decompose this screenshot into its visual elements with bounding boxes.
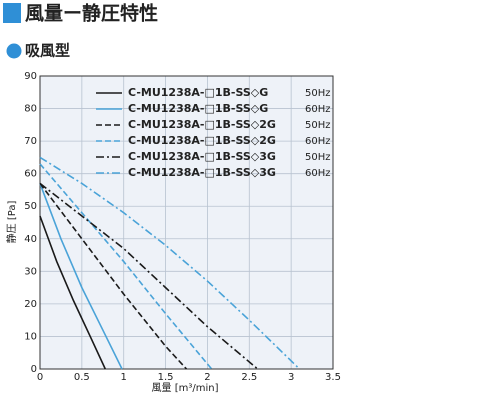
page-title: 風量ー静圧特性 <box>25 2 158 25</box>
y-tick-label: 90 <box>24 71 37 82</box>
legend-hz: 60Hz <box>305 168 331 179</box>
x-tick-label: 2.5 <box>241 372 257 383</box>
x-tick-label: 1 <box>121 372 127 383</box>
plot-area <box>39 75 334 370</box>
y-tick-label: 0 <box>31 364 37 375</box>
legend-label: C-MU1238A-□1B-SS◇3G <box>128 150 276 163</box>
y-tick-label: 70 <box>24 136 37 147</box>
y-tick-label: 30 <box>24 266 37 277</box>
x-tick-label: 2 <box>204 372 210 383</box>
x-tick-label: 3 <box>288 372 294 383</box>
y-tick-label: 10 <box>24 331 37 342</box>
subtitle: 吸風型 <box>25 42 70 60</box>
x-tick-label: 3.5 <box>325 372 341 383</box>
legend-hz: 60Hz <box>305 136 331 147</box>
legend-hz: 60Hz <box>305 104 331 115</box>
x-tick-label: 0 <box>37 372 43 383</box>
line <box>39 215 107 370</box>
y-tick-label: 40 <box>24 234 37 245</box>
line <box>39 182 188 370</box>
subtitle-icon <box>6 43 22 59</box>
legend-hz: 50Hz <box>305 152 331 163</box>
line <box>39 163 213 370</box>
y-tick-label: 20 <box>24 299 37 310</box>
legend-hz: 50Hz <box>305 120 331 131</box>
legend-hz: 50Hz <box>305 88 331 99</box>
legend-label: C-MU1238A-□1B-SS◇G <box>128 102 268 115</box>
x-tick-label: 0.5 <box>74 372 90 383</box>
legend-label: C-MU1238A-□1B-SS◇G <box>128 86 268 99</box>
line <box>39 156 301 370</box>
x-tick-label: 1.5 <box>158 372 174 383</box>
title-icon <box>3 3 21 23</box>
legend-label: C-MU1238A-□1B-SS◇2G <box>128 134 276 147</box>
line <box>39 183 123 370</box>
legend-label: C-MU1238A-□1B-SS◇2G <box>128 118 276 131</box>
y-axis-label: 静圧 [Pa] <box>5 201 18 244</box>
y-tick-label: 60 <box>24 169 37 180</box>
legend-label: C-MU1238A-□1B-SS◇3G <box>128 166 276 179</box>
x-axis-label: 風量 [m³/min] <box>152 382 219 394</box>
y-tick-label: 80 <box>24 104 37 115</box>
line <box>39 182 259 370</box>
y-tick-label: 50 <box>24 201 37 212</box>
